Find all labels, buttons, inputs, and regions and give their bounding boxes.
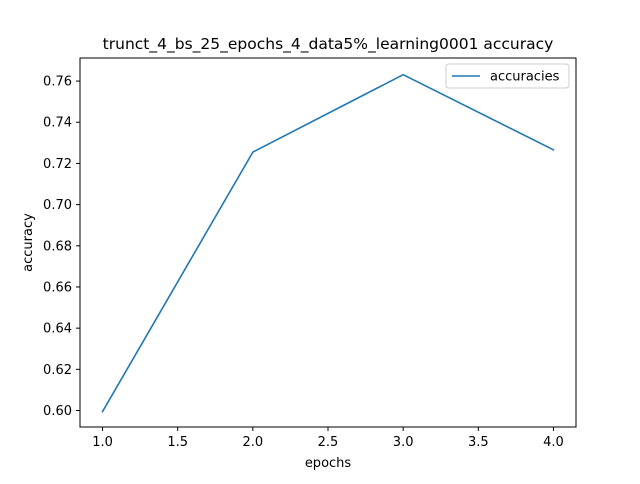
legend: accuracies xyxy=(445,63,570,89)
x-tick-label: 1.0 xyxy=(92,435,113,450)
series-line-accuracies xyxy=(101,73,555,413)
y-tick-label: 0.68 xyxy=(43,239,72,254)
y-tick-label: 0.74 xyxy=(43,116,72,131)
x-axis-ticks: 1.0 1.5 2.0 2.5 3.0 3.5 4.0 xyxy=(92,427,564,450)
legend-label: accuracies xyxy=(490,70,560,85)
x-tick-label: 3.0 xyxy=(393,435,414,450)
y-tick-label: 0.62 xyxy=(43,363,72,378)
x-tick-label: 1.5 xyxy=(167,435,188,450)
x-axis-label: epochs xyxy=(305,456,352,471)
y-tick-label: 0.64 xyxy=(43,322,72,337)
y-tick-label: 0.76 xyxy=(43,75,72,90)
x-tick-label: 2.5 xyxy=(318,435,339,450)
y-tick-label: 0.66 xyxy=(43,280,72,295)
y-tick-label: 0.70 xyxy=(43,198,72,213)
plot-area-frame xyxy=(79,57,577,428)
series-layer xyxy=(101,73,555,413)
y-axis-ticks: 0.60 0.62 0.64 0.66 0.68 0.70 0.72 0.74 0.76 xyxy=(43,75,80,419)
chart-title: trunct_4_bs_25_epochs_4_data5%_learning0… xyxy=(103,35,554,54)
x-tick-label: 4.0 xyxy=(543,435,564,450)
x-tick-label: 3.5 xyxy=(468,435,489,450)
y-tick-label: 0.72 xyxy=(43,157,72,172)
x-tick-label: 2.0 xyxy=(243,435,264,450)
legend-box xyxy=(445,63,570,89)
y-tick-label: 0.60 xyxy=(43,404,72,419)
y-axis-label: accuracy xyxy=(21,213,36,272)
